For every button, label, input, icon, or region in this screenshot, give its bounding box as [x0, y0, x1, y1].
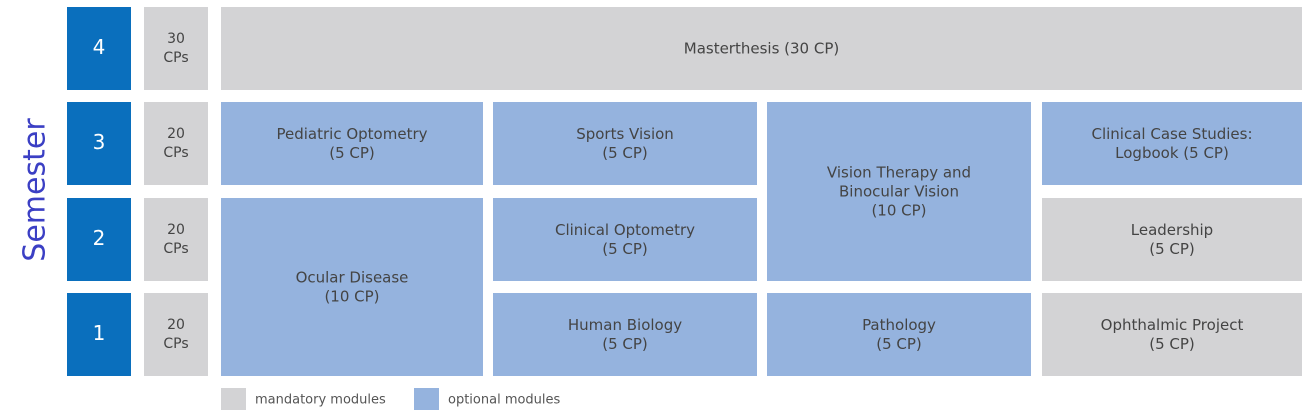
semester-box	[67, 293, 131, 376]
credit-text-line: 20	[167, 126, 185, 142]
module-text: Sports Vision (5 CP)	[576, 125, 674, 162]
module-text-line: (5 CP)	[876, 335, 922, 353]
module-text-line: (5 CP)	[602, 144, 648, 162]
credit-text-line: CPs	[163, 50, 188, 66]
semester-number: 3	[93, 130, 106, 154]
module-box	[221, 102, 483, 185]
module-box	[1042, 198, 1302, 281]
module-box	[767, 293, 1031, 376]
module-box	[493, 102, 757, 185]
module-text: Clinical Case Studies: Logbook (5 CP)	[1091, 125, 1252, 162]
module-box	[767, 102, 1031, 281]
module-text-line: Human Biology	[568, 316, 682, 334]
credit-text-line: CPs	[163, 241, 188, 257]
credit-text: 20 CPs	[163, 317, 188, 352]
module-box	[221, 198, 483, 376]
module-text: Ophthalmic Project (5 CP)	[1101, 316, 1244, 353]
module-text-line: (10 CP)	[324, 287, 379, 305]
module-text: Ocular Disease (10 CP)	[296, 268, 409, 305]
module-box	[1042, 102, 1302, 185]
credit-box	[144, 198, 208, 281]
semester-number: 4	[93, 35, 106, 59]
credit-text: 20 CPs	[163, 126, 188, 161]
credit-text-line: 30	[167, 31, 185, 47]
module-text-line: Ophthalmic Project	[1101, 316, 1244, 334]
credit-box	[144, 7, 208, 90]
credit-text-line: 20	[167, 222, 185, 238]
module-box	[493, 293, 757, 376]
legend-swatch	[221, 388, 246, 410]
module-text-line: Clinical Case Studies:	[1091, 125, 1252, 143]
module-text: Pediatric Optometry (5 CP)	[276, 125, 427, 162]
module-text: Vision Therapy and Binocular Vision (10 CP…	[827, 163, 971, 219]
credit-text-line: CPs	[163, 145, 188, 161]
axis-label: Semester	[18, 118, 53, 262]
module-text-line: (5 CP)	[329, 144, 375, 162]
module-text-line: Pediatric Optometry	[276, 125, 427, 143]
semester-number: 1	[93, 321, 106, 345]
legend-swatch	[414, 388, 439, 410]
module-text-line: (5 CP)	[1149, 335, 1195, 353]
module-text: Pathology (5 CP)	[862, 316, 936, 353]
module-text-line: Masterthesis (30 CP)	[684, 39, 840, 57]
module-text-line: (5 CP)	[1149, 240, 1195, 258]
semester-number: 2	[93, 226, 106, 250]
module-box	[221, 7, 1302, 90]
module-text-line: Vision Therapy and	[827, 163, 971, 181]
module-text-line: Logbook (5 CP)	[1115, 144, 1229, 162]
module-text-line: (5 CP)	[602, 240, 648, 258]
module-text-line: Ocular Disease	[296, 268, 409, 286]
module-text: Leadership (5 CP)	[1131, 221, 1213, 258]
semester-box	[67, 7, 131, 90]
legend-label: optional modules	[448, 393, 561, 408]
credit-box	[144, 102, 208, 185]
credit-text-line: CPs	[163, 336, 188, 352]
module-text-line: (10 CP)	[871, 201, 926, 219]
module-text-line: Clinical Optometry	[555, 221, 695, 239]
credit-box	[144, 293, 208, 376]
semester-box	[67, 198, 131, 281]
credit-text: 30 CPs	[163, 31, 188, 66]
module-text-line: Pathology	[862, 316, 936, 334]
module-text: Masterthesis (30 CP)	[684, 39, 840, 57]
legend-label: mandatory modules	[255, 393, 386, 408]
credit-text: 20 CPs	[163, 222, 188, 257]
module-text: Human Biology (5 CP)	[568, 316, 682, 353]
module-text-line: Sports Vision	[576, 125, 674, 143]
module-box	[1042, 293, 1302, 376]
module-text-line: Leadership	[1131, 221, 1213, 239]
credit-text-line: 20	[167, 317, 185, 333]
module-box	[493, 198, 757, 281]
module-text-line: (5 CP)	[602, 335, 648, 353]
semester-box	[67, 102, 131, 185]
module-text-line: Binocular Vision	[839, 182, 959, 200]
module-text: Clinical Optometry (5 CP)	[555, 221, 695, 258]
